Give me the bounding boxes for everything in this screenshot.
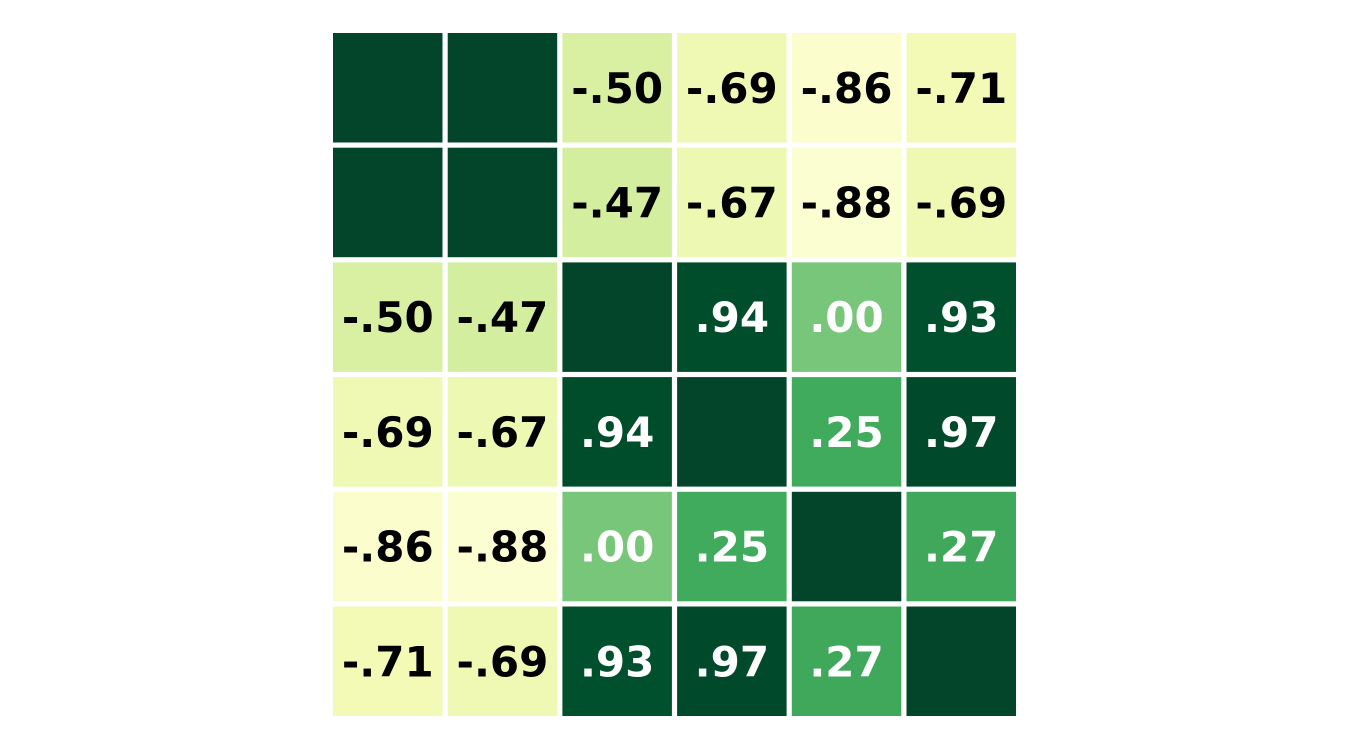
heatmap-cell-r0-c2 <box>562 33 672 143</box>
heatmap-cell-r4-c2 <box>562 491 672 602</box>
heatmap-cell-r5-c4 <box>791 606 902 716</box>
heatmap-cell-label-r5-c0: -.71 <box>342 637 434 686</box>
heatmap-cell-r0-c0 <box>333 33 443 143</box>
heatmap-cell-label-r2-c1: -.47 <box>457 293 549 342</box>
heatmap-cell-label-r4-c1: -.88 <box>457 523 549 572</box>
heatmap-cell-r3-c1 <box>447 377 558 487</box>
heatmap-cell-r1-c1 <box>447 147 558 258</box>
heatmap-cell-label-r4-c0: -.86 <box>342 523 434 572</box>
heatmap-cell-label-r0-c4: -.86 <box>801 64 893 113</box>
heatmap-cell-label-r0-c2: -.50 <box>571 64 663 113</box>
heatmap-cell-label-r5-c4: .27 <box>809 637 883 686</box>
heatmap-cell-r4-c0 <box>333 491 443 602</box>
heatmap-cell-r1-c4 <box>791 147 902 258</box>
heatmap-cell-label-r3-c5: .97 <box>924 408 998 457</box>
heatmap-cell-r0-c3 <box>677 33 787 143</box>
heatmap-cell-label-r2-c3: .94 <box>695 293 769 342</box>
heatmap-cell-label-r1-c3: -.67 <box>686 178 778 227</box>
heatmap-cell-r5-c0 <box>333 606 443 716</box>
heatmap-cell-r1-c0 <box>333 147 443 258</box>
heatmap-cell-r2-c4 <box>791 262 902 372</box>
heatmap-cell-r1-c3 <box>677 147 787 258</box>
heatmap-cell-r2-c2 <box>562 262 672 372</box>
heatmap-cell-r5-c1 <box>447 606 558 716</box>
heatmap-cell-label-r1-c2: -.47 <box>571 178 663 227</box>
heatmap-cell-r3-c5 <box>906 377 1016 487</box>
heatmap-cell-r4-c4 <box>791 491 902 602</box>
heatmap-cell-label-r1-c4: -.88 <box>801 178 893 227</box>
heatmap-cell-r3-c4 <box>791 377 902 487</box>
heatmap-cell-r4-c1 <box>447 491 558 602</box>
heatmap-cell-r5-c5 <box>906 606 1016 716</box>
heatmap-cell-r3-c0 <box>333 377 443 487</box>
heatmap-cell-r3-c2 <box>562 377 672 487</box>
heatmap-cell-r2-c0 <box>333 262 443 372</box>
heatmap-cell-label-r2-c4: .00 <box>809 293 883 342</box>
heatmap-cell-label-r3-c4: .25 <box>809 408 883 457</box>
heatmap-cell-r2-c5 <box>906 262 1016 372</box>
heatmap-cell-label-r0-c5: -.71 <box>915 64 1007 113</box>
heatmap-cell-r2-c3 <box>677 262 787 372</box>
heatmap-cell-r0-c5 <box>906 33 1016 143</box>
heatmap-cell-label-r2-c5: .93 <box>924 293 998 342</box>
heatmap-cell-r3-c3 <box>677 377 787 487</box>
heatmap-cell-r5-c2 <box>562 606 672 716</box>
heatmap-cell-label-r4-c5: .27 <box>924 523 998 572</box>
heatmap-cell-label-r5-c2: .93 <box>580 637 654 686</box>
heatmap-cell-r0-c4 <box>791 33 902 143</box>
heatmap-cell-label-r3-c2: .94 <box>580 408 654 457</box>
heatmap-cell-label-r5-c3: .97 <box>695 637 769 686</box>
heatmap-cell-r4-c3 <box>677 491 787 602</box>
heatmap-cell-label-r0-c3: -.69 <box>686 64 778 113</box>
heatmap-cell-label-r4-c3: .25 <box>695 523 769 572</box>
heatmap-cell-r1-c5 <box>906 147 1016 258</box>
heatmap-cell-label-r1-c5: -.69 <box>915 178 1007 227</box>
heatmap-cell-r1-c2 <box>562 147 672 258</box>
heatmap-cell-label-r4-c2: .00 <box>580 523 654 572</box>
heatmap-cells: -.50 -.69 -.86 -.71 -.47 -.67 -.88 -.69 -.50 -.47… <box>333 33 1016 716</box>
heatmap-cell-label-r5-c1: -.69 <box>457 637 549 686</box>
heatmap-cell-label-r2-c0: -.50 <box>342 293 434 342</box>
heatmap-cell-r2-c1 <box>447 262 558 372</box>
heatmap-cell-r0-c1 <box>447 33 558 143</box>
heatmap-cell-label-r3-c1: -.67 <box>457 408 549 457</box>
heatmap-cell-label-r3-c0: -.69 <box>342 408 434 457</box>
heatmap-cell-r4-c5 <box>906 491 1016 602</box>
heatmap-cell-r5-c3 <box>677 606 787 716</box>
